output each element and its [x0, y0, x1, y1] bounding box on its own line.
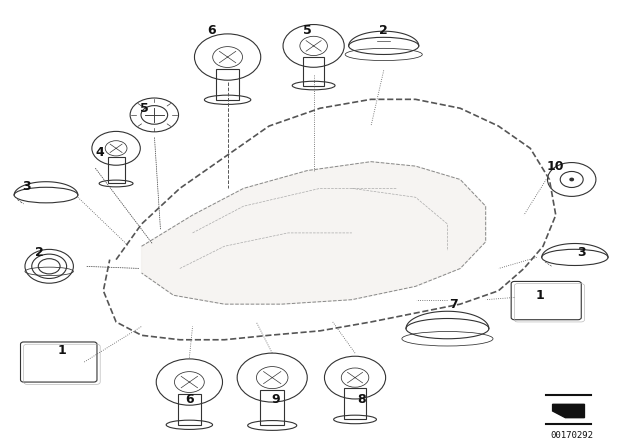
Bar — [260, 390, 284, 426]
Text: 00170292: 00170292 — [550, 431, 593, 440]
Bar — [344, 388, 365, 419]
Text: 6: 6 — [185, 393, 194, 406]
Text: 3: 3 — [22, 180, 31, 193]
Text: 2: 2 — [35, 246, 44, 259]
Text: 9: 9 — [271, 393, 280, 406]
Circle shape — [570, 178, 573, 181]
Text: 4: 4 — [96, 146, 104, 159]
Text: 2: 2 — [380, 24, 388, 37]
Bar — [108, 157, 125, 184]
Text: 8: 8 — [357, 393, 365, 406]
Bar — [303, 56, 324, 86]
Text: 3: 3 — [577, 246, 586, 259]
Text: 6: 6 — [207, 24, 216, 37]
Text: 7: 7 — [449, 297, 458, 310]
Text: 5: 5 — [140, 102, 149, 115]
Text: 1: 1 — [58, 345, 67, 358]
Text: 10: 10 — [547, 159, 564, 172]
Text: 5: 5 — [303, 24, 312, 37]
Bar — [216, 69, 239, 100]
Polygon shape — [552, 404, 584, 418]
Polygon shape — [141, 162, 486, 304]
Bar — [178, 394, 201, 425]
Text: 1: 1 — [536, 289, 544, 302]
